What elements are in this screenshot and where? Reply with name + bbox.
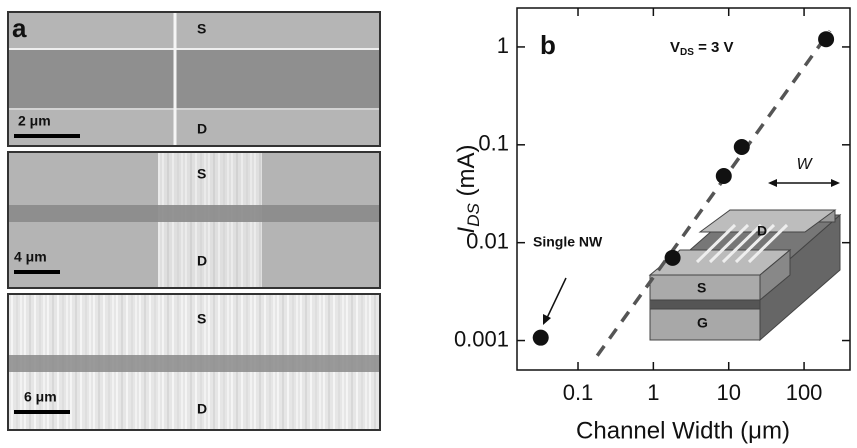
- drain-label: D: [197, 121, 207, 137]
- sem-image: S D 6 μm: [7, 293, 381, 431]
- inset-label: G: [697, 315, 708, 331]
- inset-label: D: [757, 223, 767, 239]
- fit-line: [595, 29, 832, 357]
- data-point: [733, 138, 750, 155]
- y-axis-label: IDS (mA): [453, 145, 483, 234]
- x-tick-label: 10: [716, 380, 740, 405]
- y-tick-label: 1: [497, 33, 509, 58]
- data-point: [818, 31, 835, 48]
- y-label-sub: DS: [464, 203, 483, 227]
- panel-label: a: [12, 13, 27, 43]
- scale-label: 4 μm: [14, 249, 47, 265]
- y-tick-label: 0.001: [454, 326, 509, 351]
- annotation-main: V: [670, 39, 680, 56]
- sem-image: S D 4 μm: [7, 151, 381, 289]
- x-tick-label: 100: [786, 380, 823, 405]
- inset-label: W: [796, 156, 813, 173]
- inset-device: W D S G: [648, 156, 842, 342]
- x-tick-label: 0.1: [563, 380, 594, 405]
- source-label: S: [197, 166, 206, 182]
- callout-arrowhead: [543, 314, 551, 325]
- callout-arrow: [545, 277, 567, 321]
- x-tick-label: 1: [647, 380, 659, 405]
- data-point: [664, 249, 681, 266]
- annotation-sub: DS: [680, 47, 694, 58]
- annotation: VDS = 3 V: [670, 39, 734, 58]
- inset-label: S: [697, 280, 706, 296]
- y-label-main: I: [453, 226, 480, 233]
- drain-label: D: [197, 401, 207, 417]
- data-point: [532, 329, 549, 346]
- source-label: S: [197, 311, 206, 327]
- y-tick-label: 0.1: [478, 131, 509, 156]
- scale-label: 6 μm: [24, 389, 57, 405]
- y-tick-label: 0.01: [466, 228, 509, 253]
- callout: Single NW: [533, 234, 603, 250]
- drain-label: D: [197, 253, 207, 269]
- scale-label: 2 μm: [18, 113, 51, 129]
- sem-image: a S D 2 μm: [7, 11, 381, 147]
- data-point: [715, 168, 732, 185]
- annotation-rest: = 3 V: [694, 39, 734, 56]
- source-label: S: [197, 21, 206, 37]
- x-axis-label: Channel Width (μm): [576, 417, 790, 444]
- y-label-rest: (mA): [453, 145, 480, 204]
- plot-frame: [516, 7, 851, 371]
- panel-label: b: [540, 30, 556, 60]
